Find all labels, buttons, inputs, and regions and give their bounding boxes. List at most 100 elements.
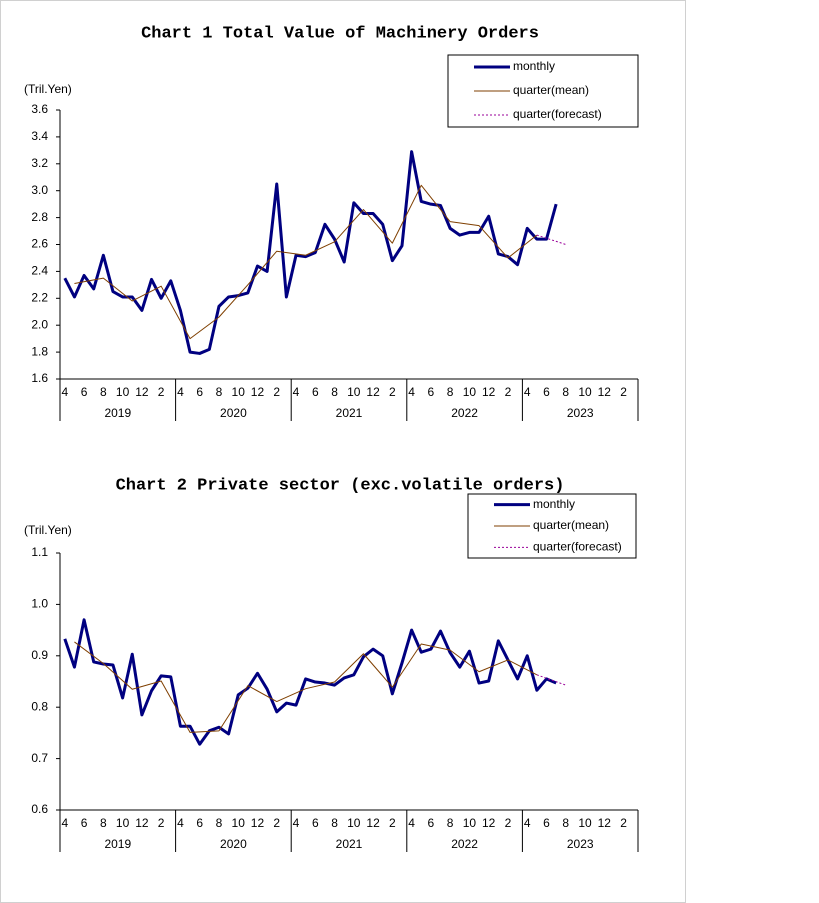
x-tick-label: 6 xyxy=(81,385,88,399)
x-tick-label: 12 xyxy=(135,385,149,399)
x-tick-label: 2 xyxy=(389,816,396,830)
series-line xyxy=(63,150,558,355)
x-tick-label: 2 xyxy=(273,385,280,399)
x-tick-label: 4 xyxy=(61,385,68,399)
x-tick-label: 12 xyxy=(482,385,496,399)
x-tick-label: 2 xyxy=(620,816,627,830)
legend-label: monthly xyxy=(533,497,575,511)
x-tick-label: 10 xyxy=(232,816,246,830)
x-tick-label: 12 xyxy=(135,816,149,830)
x-tick-label: 10 xyxy=(463,816,477,830)
x-group-label: 2023 xyxy=(567,406,594,420)
legend-label: quarter(forecast) xyxy=(533,540,622,554)
x-tick-label: 10 xyxy=(578,385,592,399)
x-tick-label: 2 xyxy=(273,816,280,830)
x-group-label: 2021 xyxy=(336,837,363,851)
y-tick-label: 2.8 xyxy=(31,210,48,224)
series-line xyxy=(74,641,538,733)
x-tick-label: 8 xyxy=(331,385,338,399)
x-tick-label: 10 xyxy=(232,385,246,399)
legend-label: quarter(forecast) xyxy=(513,107,602,121)
y-tick-label: 3.4 xyxy=(31,129,48,143)
series-line xyxy=(536,674,566,686)
x-tick-label: 10 xyxy=(578,816,592,830)
series-line xyxy=(63,618,557,746)
x-group-label: 2020 xyxy=(220,837,247,851)
x-tick-label: 12 xyxy=(366,385,380,399)
x-group-label: 2023 xyxy=(567,837,594,851)
x-group-label: 2020 xyxy=(220,406,247,420)
legend-label: monthly xyxy=(513,59,555,73)
x-group-label: 2021 xyxy=(336,406,363,420)
x-tick-label: 6 xyxy=(543,385,550,399)
x-tick-label: 2 xyxy=(158,385,165,399)
x-tick-label: 8 xyxy=(562,816,569,830)
x-tick-label: 6 xyxy=(196,385,203,399)
x-tick-label: 2 xyxy=(620,385,627,399)
x-tick-label: 4 xyxy=(524,816,531,830)
x-tick-label: 4 xyxy=(177,816,184,830)
x-tick-label: 10 xyxy=(347,385,361,399)
x-tick-label: 2 xyxy=(505,385,512,399)
x-tick-label: 8 xyxy=(447,816,454,830)
x-tick-label: 12 xyxy=(251,816,265,830)
y-tick-label: 3.6 xyxy=(31,102,48,116)
x-tick-label: 4 xyxy=(293,385,300,399)
y-tick-label: 1.8 xyxy=(31,344,48,358)
x-tick-label: 8 xyxy=(447,385,454,399)
x-tick-label: 4 xyxy=(524,385,531,399)
x-tick-label: 8 xyxy=(216,385,223,399)
x-tick-label: 2 xyxy=(158,816,165,830)
x-tick-label: 12 xyxy=(598,816,612,830)
x-group-label: 2019 xyxy=(104,837,131,851)
y-tick-label: 1.6 xyxy=(31,371,48,385)
y-tick-label: 0.9 xyxy=(31,648,48,662)
x-tick-label: 6 xyxy=(543,816,550,830)
legend-label: quarter(mean) xyxy=(533,518,609,532)
y-tick-label: 2.2 xyxy=(31,290,48,304)
page-frame xyxy=(0,0,686,903)
x-group-label: 2022 xyxy=(451,837,478,851)
x-tick-label: 12 xyxy=(598,385,612,399)
x-tick-label: 6 xyxy=(428,816,435,830)
x-tick-label: 4 xyxy=(293,816,300,830)
x-tick-label: 10 xyxy=(347,816,361,830)
x-group-label: 2022 xyxy=(451,406,478,420)
y-tick-label: 3.2 xyxy=(31,156,48,170)
x-tick-label: 6 xyxy=(196,816,203,830)
x-tick-label: 12 xyxy=(251,385,265,399)
x-tick-label: 2 xyxy=(505,816,512,830)
x-tick-label: 10 xyxy=(116,385,130,399)
x-tick-label: 4 xyxy=(61,816,68,830)
x-tick-label: 6 xyxy=(312,385,319,399)
x-tick-label: 10 xyxy=(463,385,477,399)
y-tick-label: 0.6 xyxy=(31,802,48,816)
x-tick-label: 4 xyxy=(408,385,415,399)
x-tick-label: 12 xyxy=(366,816,380,830)
series-line xyxy=(74,184,538,340)
y-axis-label: (Tril.Yen) xyxy=(24,523,72,537)
x-tick-label: 6 xyxy=(312,816,319,830)
legend-label: quarter(mean) xyxy=(513,83,589,97)
x-tick-label: 8 xyxy=(100,385,107,399)
x-tick-label: 2 xyxy=(389,385,396,399)
y-tick-label: 3.0 xyxy=(31,183,48,197)
x-tick-label: 10 xyxy=(116,816,130,830)
x-tick-label: 8 xyxy=(562,385,569,399)
series-line xyxy=(536,234,566,245)
x-tick-label: 4 xyxy=(177,385,184,399)
x-tick-label: 6 xyxy=(428,385,435,399)
x-tick-label: 8 xyxy=(100,816,107,830)
x-tick-label: 6 xyxy=(81,816,88,830)
y-tick-label: 1.1 xyxy=(31,545,48,559)
x-tick-label: 8 xyxy=(331,816,338,830)
x-tick-label: 4 xyxy=(408,816,415,830)
y-tick-label: 2.6 xyxy=(31,237,48,251)
x-group-label: 2019 xyxy=(104,406,131,420)
y-tick-label: 1.0 xyxy=(31,597,48,611)
chart-title: Chart 1 Total Value of Machinery Orders xyxy=(141,24,539,43)
y-tick-label: 2.4 xyxy=(31,264,48,278)
chart-title: Chart 2 Private sector (exc.volatile ord… xyxy=(116,476,565,495)
